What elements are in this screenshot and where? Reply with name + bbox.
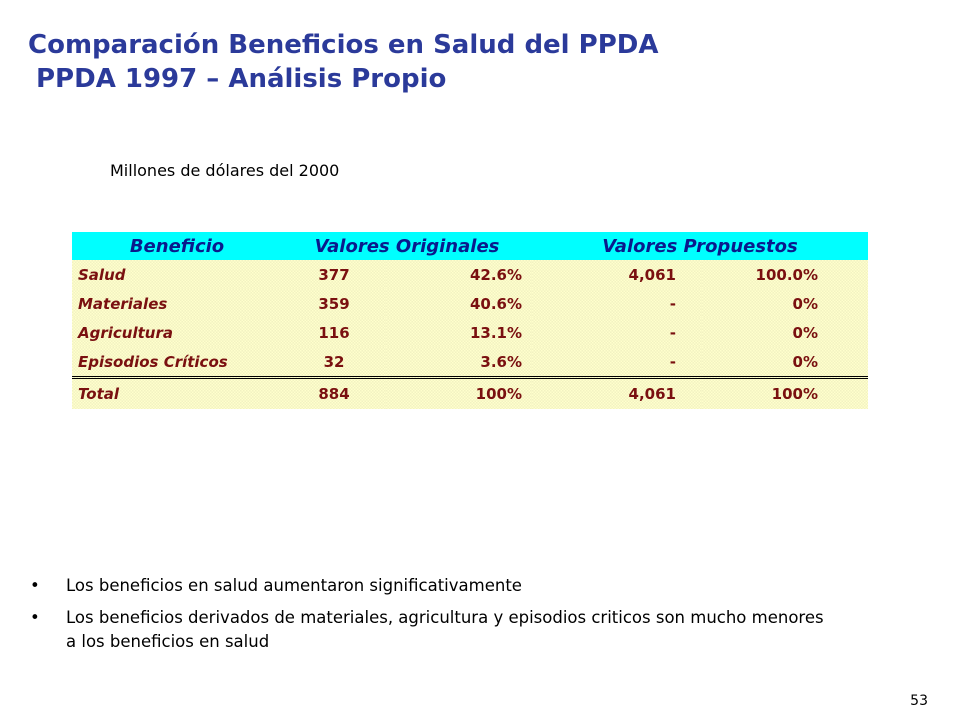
page-number: 53: [910, 693, 928, 709]
bullet-list: • Los beneficios en salud aumentaron sig…: [28, 574, 828, 662]
slide-title-line-1: Comparación Beneficios en Salud del PPDA: [28, 30, 659, 60]
proposed-percent: 100.0%: [702, 260, 868, 289]
bullet-text: Los beneficios en salud aumentaron signi…: [66, 576, 522, 595]
original-percent: 13.1%: [386, 318, 532, 347]
slide-title: Comparación Beneficios en Salud del PPDA…: [28, 28, 658, 96]
proposed-value: -: [532, 289, 702, 318]
total-proposed-percent: 100%: [702, 376, 868, 409]
original-percent: 3.6%: [386, 347, 532, 378]
benefits-table-container: Beneficio Valores Originales Valores Pro…: [72, 232, 868, 409]
proposed-percent: 0%: [702, 347, 868, 378]
proposed-percent: 0%: [702, 289, 868, 318]
original-value: 116: [282, 318, 386, 347]
proposed-value: -: [532, 318, 702, 347]
table-row: Episodios Críticos 32 3.6% - 0%: [72, 347, 868, 378]
table-row: Salud 377 42.6% 4,061 100.0%: [72, 260, 868, 289]
proposed-percent: 0%: [702, 318, 868, 347]
bullet-point-icon: •: [30, 608, 40, 627]
original-value: 32: [282, 347, 386, 378]
row-label: Materiales: [72, 289, 282, 318]
table-row: Materiales 359 40.6% - 0%: [72, 289, 868, 318]
bullet-item: • Los beneficios en salud aumentaron sig…: [28, 574, 828, 598]
total-original-value: 884: [282, 376, 386, 409]
original-value: 359: [282, 289, 386, 318]
proposed-value: -: [532, 347, 702, 378]
row-label: Episodios Críticos: [72, 347, 282, 378]
header-valores-originales: Valores Originales: [282, 232, 532, 260]
original-percent: 42.6%: [386, 260, 532, 289]
bullet-point-icon: •: [30, 576, 40, 595]
header-valores-propuestos: Valores Propuestos: [532, 232, 868, 260]
benefits-table: Beneficio Valores Originales Valores Pro…: [72, 232, 868, 409]
total-proposed-value: 4,061: [532, 376, 702, 409]
header-beneficio: Beneficio: [72, 232, 282, 260]
total-original-percent: 100%: [386, 376, 532, 409]
table-row: Agricultura 116 13.1% - 0%: [72, 318, 868, 347]
proposed-value: 4,061: [532, 260, 702, 289]
table-total-row: Total 884 100% 4,061 100%: [72, 376, 868, 409]
bullet-item: • Los beneficios derivados de materiales…: [28, 606, 828, 654]
units-caption: Millones de dólares del 2000: [110, 161, 340, 180]
bullet-text: Los beneficios derivados de materiales, …: [66, 608, 824, 651]
row-label: Agricultura: [72, 318, 282, 347]
table-header-row: Beneficio Valores Originales Valores Pro…: [72, 232, 868, 260]
slide-title-line-2: PPDA 1997 – Análisis Propio: [36, 64, 447, 94]
row-label: Salud: [72, 260, 282, 289]
total-label: Total: [72, 376, 282, 409]
original-percent: 40.6%: [386, 289, 532, 318]
original-value: 377: [282, 260, 386, 289]
